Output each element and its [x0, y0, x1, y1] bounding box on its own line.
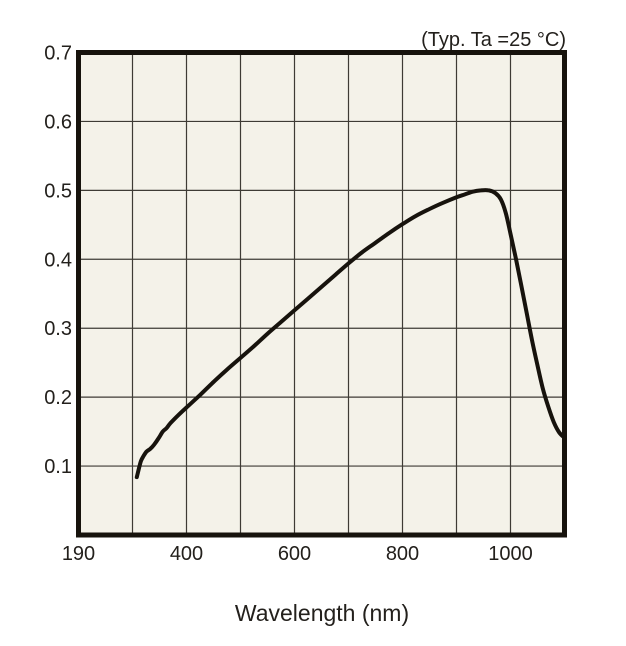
series-layer: [134, 188, 567, 480]
condition-annotation: (Typ. Ta =25 °C): [421, 29, 566, 51]
y-tick-label: 0.2: [44, 387, 72, 409]
plot-frame-layer: [76, 50, 567, 538]
plot-background-layer: [78, 52, 565, 535]
x-tick-label: 400: [170, 543, 203, 565]
y-tick-label: 0.3: [44, 318, 72, 340]
y-tick-label: 0.1: [44, 456, 72, 478]
x-axis-title: Wavelength (nm): [235, 600, 409, 626]
y-tick-label: 0.4: [44, 249, 72, 271]
x-tick-label: 1000: [488, 543, 533, 565]
series-curve-spectral-response: [134, 188, 567, 480]
y-tick-label: 0.7: [44, 43, 72, 65]
y-tick-label: 0.5: [44, 180, 72, 202]
tick-label-layer: 0.1 0.2 0.3 0.4 0.5 0.6 0.7 190 400 600 800 1000: [44, 43, 533, 566]
gridline-layer: [78, 52, 565, 535]
x-tick-label: 600: [278, 543, 311, 565]
plot-frame: [76, 50, 567, 538]
plot-background: [78, 52, 565, 535]
x-tick-label: 190: [62, 543, 95, 565]
y-tick-label: 0.6: [44, 111, 72, 133]
x-tick-label: 800: [386, 543, 419, 565]
